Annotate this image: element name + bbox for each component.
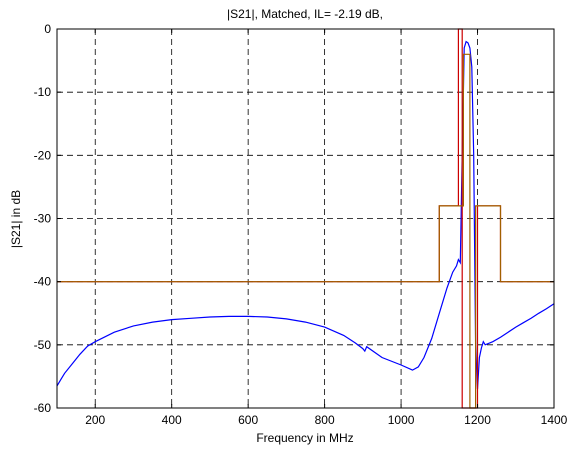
ticks: 200 400 600 800 1000 1200 1400 0 -10 -20 -30 -40 -50… <box>34 22 568 427</box>
series-line-3 <box>57 53 554 409</box>
y-tick-label: -50 <box>34 338 52 352</box>
y-tick-label: -10 <box>34 85 52 99</box>
x-tick-label: 1000 <box>388 413 415 427</box>
y-axis-title: |S21| in dB <box>9 190 23 248</box>
x-tick-label: 800 <box>315 413 335 427</box>
series-group <box>56 28 555 409</box>
y-tick-label: -40 <box>34 275 52 289</box>
y-tick-label: 0 <box>44 22 51 36</box>
series-line-1 <box>56 40 555 390</box>
y-tick-label: -20 <box>34 148 52 162</box>
grid <box>57 29 554 408</box>
y-tick-label: -60 <box>34 401 52 415</box>
x-tick-label: 1200 <box>464 413 491 427</box>
x-tick-label: 1400 <box>541 413 568 427</box>
y-tick-label: -30 <box>34 212 52 226</box>
x-axis-title: Frequency in MHz <box>256 431 353 445</box>
chart-title: |S21|, Matched, IL= -2.19 dB, <box>227 7 383 21</box>
x-tick-label: 200 <box>85 413 105 427</box>
x-tick-label: 400 <box>162 413 182 427</box>
x-tick-label: 600 <box>238 413 258 427</box>
